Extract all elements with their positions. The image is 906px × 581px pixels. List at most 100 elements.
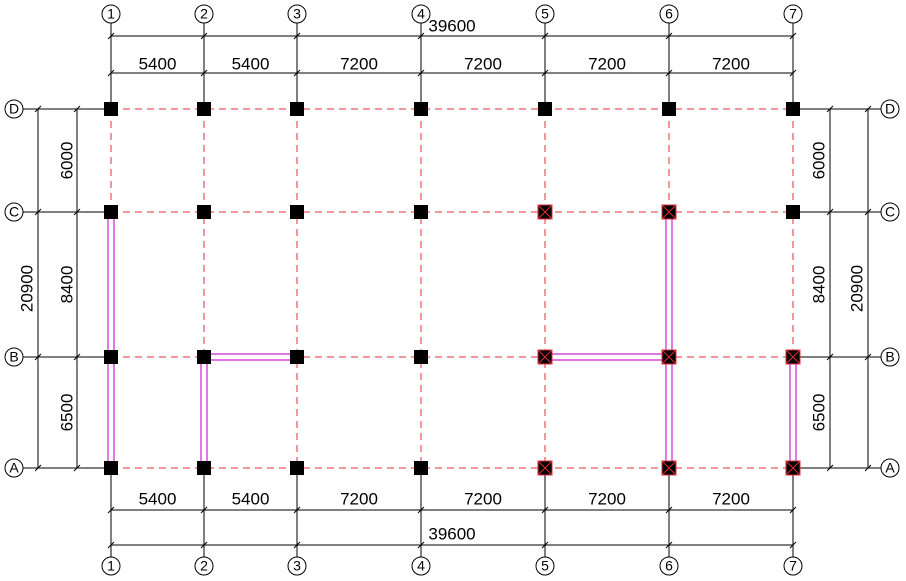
axis-bubble — [4, 458, 24, 478]
axis-bubble — [783, 556, 803, 576]
column-cross — [661, 204, 677, 220]
dimension-tick — [200, 541, 208, 549]
column — [104, 350, 118, 364]
axis-bubble — [4, 347, 24, 367]
axis-bubble — [880, 202, 900, 222]
dimension-tick — [541, 32, 549, 40]
column-outline — [785, 349, 801, 365]
column-outline — [785, 460, 801, 476]
axis-bubble — [194, 4, 214, 24]
column — [104, 205, 118, 219]
column-spacing: 7200 — [712, 489, 750, 508]
dimension-tick — [107, 506, 115, 514]
dimension-tick — [293, 541, 301, 549]
axis-label: 1 — [107, 6, 115, 22]
column — [414, 205, 428, 219]
column-spacing: 7200 — [588, 489, 626, 508]
dimension-tick — [293, 69, 301, 77]
axis-label: 1 — [107, 558, 115, 574]
column-outline — [661, 349, 677, 365]
column-spacing: 7200 — [712, 54, 750, 73]
column-spacing: 5400 — [232, 489, 270, 508]
dimension-tick — [34, 353, 42, 361]
column-spacing: 7200 — [464, 489, 502, 508]
dimension-tick — [864, 353, 872, 361]
column — [538, 102, 552, 116]
column-cross — [537, 349, 553, 365]
dimension-tick — [826, 464, 834, 472]
row-spacing: 6500 — [57, 394, 76, 432]
row-spacing: 6000 — [57, 142, 76, 180]
column — [197, 350, 211, 364]
axis-bubble — [535, 556, 555, 576]
dimension-tick — [293, 506, 301, 514]
dimension-tick — [107, 32, 115, 40]
column-cross — [537, 460, 553, 476]
dimension-tick — [826, 353, 834, 361]
axis-bubble — [411, 556, 431, 576]
axis-bubble — [101, 556, 121, 576]
axis-label: D — [885, 101, 895, 117]
row-total: 20900 — [17, 265, 36, 312]
dimension-tick — [107, 541, 115, 549]
dimension-tick — [789, 506, 797, 514]
dimension-tick — [864, 208, 872, 216]
column-outline — [537, 204, 553, 220]
axis-label: 5 — [541, 6, 549, 22]
axis-label: 5 — [541, 558, 549, 574]
axis-bubble — [880, 458, 900, 478]
row-spacing: 8400 — [57, 266, 76, 304]
column-spacing: 5400 — [232, 54, 270, 73]
column-spacing: 7200 — [588, 54, 626, 73]
row-total: 20900 — [847, 265, 866, 312]
dimension-tick — [541, 541, 549, 549]
axis-bubble — [287, 4, 307, 24]
axis-bubble — [411, 4, 431, 24]
dimension-tick — [200, 506, 208, 514]
dimension-tick — [665, 506, 673, 514]
dimension-tick — [200, 32, 208, 40]
dimension-tick — [73, 353, 81, 361]
column-outline — [537, 460, 553, 476]
axis-bubble — [194, 556, 214, 576]
column-total: 39600 — [428, 16, 475, 35]
axis-bubble — [783, 4, 803, 24]
dimension-tick — [789, 32, 797, 40]
axis-bubble — [535, 4, 555, 24]
axis-bubble — [880, 99, 900, 119]
column — [414, 350, 428, 364]
axis-label: 4 — [417, 6, 425, 22]
column — [197, 205, 211, 219]
column — [290, 205, 304, 219]
axis-label: 3 — [293, 6, 301, 22]
axis-bubble — [4, 202, 24, 222]
dimension-tick — [73, 464, 81, 472]
axis-bubble — [4, 99, 24, 119]
dimension-tick — [34, 464, 42, 472]
axis-label: 6 — [665, 6, 673, 22]
axis-label: 7 — [789, 6, 797, 22]
dimension-tick — [417, 541, 425, 549]
dimension-tick — [789, 541, 797, 549]
axis-bubble — [659, 4, 679, 24]
dimension-tick — [417, 32, 425, 40]
column — [104, 102, 118, 116]
column-outline — [537, 349, 553, 365]
dimension-tick — [789, 69, 797, 77]
dimension-tick — [826, 208, 834, 216]
column — [104, 461, 118, 475]
dimension-tick — [665, 541, 673, 549]
dimension-tick — [73, 105, 81, 113]
axis-label: 4 — [417, 558, 425, 574]
column-spacing: 7200 — [464, 54, 502, 73]
row-spacing: 8400 — [809, 266, 828, 304]
axis-label: A — [9, 460, 19, 476]
column — [662, 102, 676, 116]
dimension-tick — [665, 32, 673, 40]
column-spacing: 5400 — [139, 54, 177, 73]
dimension-tick — [665, 69, 673, 77]
dimension-tick — [34, 208, 42, 216]
column-cross — [785, 349, 801, 365]
column — [786, 102, 800, 116]
dimension-tick — [826, 105, 834, 113]
